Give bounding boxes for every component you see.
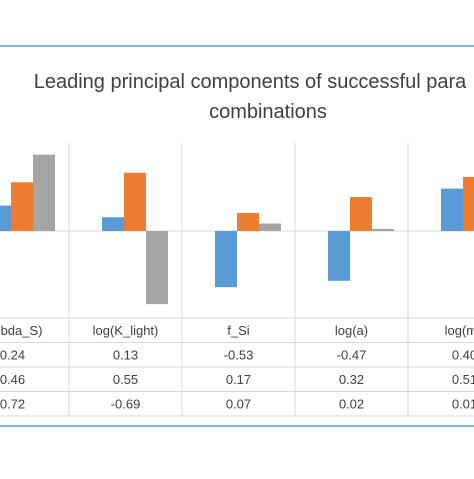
bar-series-2-2 [237,212,259,231]
chart-title-line-1: Leading principal components of successf… [33,71,467,93]
table-value-series-3: 0.02 [339,397,364,412]
chart-title-line-2: combinations [209,101,327,123]
category-label: log(mu [445,323,474,338]
table-value-series-1: 0.24 [0,348,25,363]
bar-series-1-1 [102,217,124,231]
table-value-series-2: 0.46 [0,372,25,387]
table-value-series-1: -0.47 [337,348,367,363]
bar-series-3-2 [259,223,281,231]
bar-series-2-1 [124,172,146,231]
table-value-series-2: 0.17 [226,372,251,387]
category-label: log(K_light) [93,323,159,338]
bar-series-1-2 [215,231,237,288]
table-value-series-2: 0.51 [452,372,474,387]
category-label: log(a) [335,323,368,338]
bar-series-2-3 [350,197,372,231]
table-value-series-1: 0.40 [452,348,474,363]
table-value-series-3: 0.72 [0,397,25,412]
table-value-series-3: 0.07 [226,397,251,412]
table-value-series-1: 0.13 [113,348,138,363]
bar-series-2-0 [11,182,33,231]
category-label: f_Si [227,323,250,338]
bar-series-1-0 [0,205,11,231]
table-value-series-3: 0.01 [452,397,474,412]
table-value-series-3: -0.69 [111,397,141,412]
bar-series-1-3 [328,231,350,281]
bar-series-3-1 [146,231,168,305]
bar-series-3-0 [33,154,55,231]
bar-series-2-4 [463,176,474,231]
table-value-series-2: 0.55 [113,372,138,387]
bar-series-3-3 [372,228,394,231]
category-label: ambda_S) [0,323,42,338]
table-value-series-2: 0.32 [339,372,364,387]
bar-series-1-4 [441,188,463,231]
table-value-series-1: -0.53 [224,348,254,363]
